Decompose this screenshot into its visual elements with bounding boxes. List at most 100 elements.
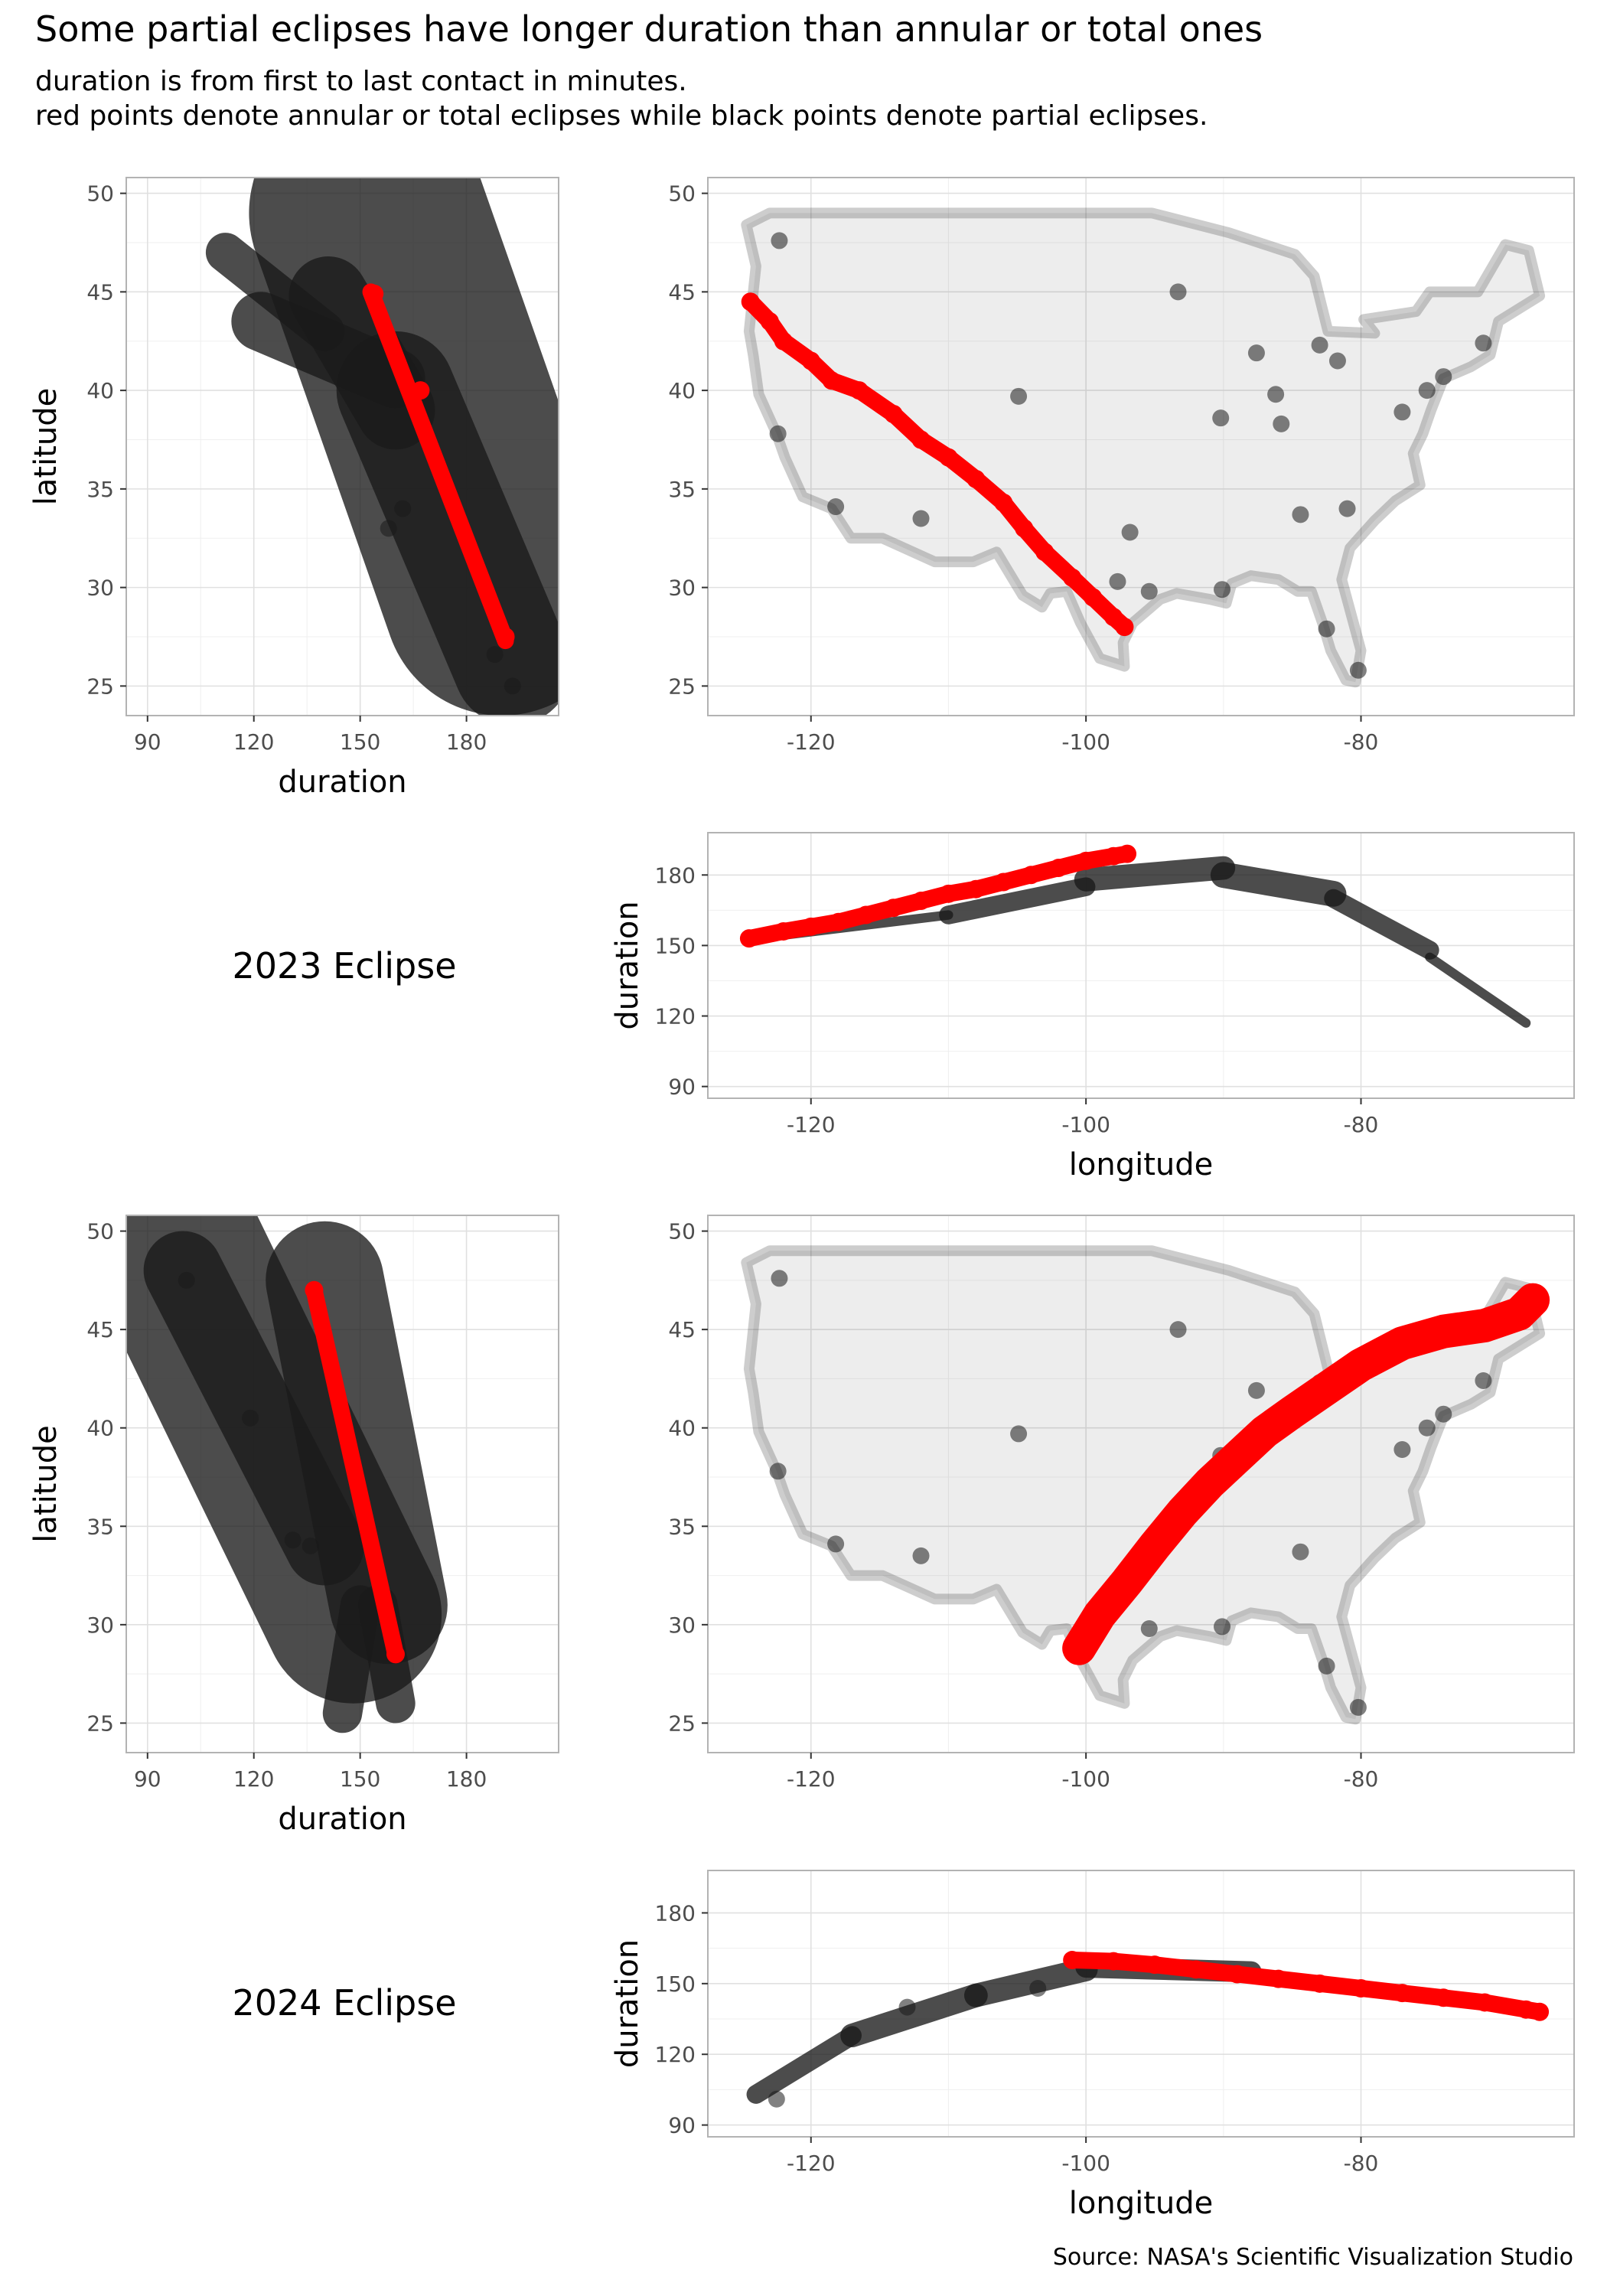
data-point xyxy=(1214,581,1231,598)
point-band xyxy=(840,1983,988,2047)
data-point xyxy=(1267,386,1285,403)
x-tick-label: 120 xyxy=(233,729,274,755)
data-point xyxy=(1393,1984,1412,2003)
y-tick-label: 30 xyxy=(86,1613,114,1638)
x-tick-label: -80 xyxy=(1344,729,1379,755)
data-point xyxy=(1115,618,1134,637)
data-point xyxy=(884,899,903,918)
data-point xyxy=(284,1531,302,1549)
point-band xyxy=(322,1585,380,1733)
data-point xyxy=(380,520,397,537)
data-point xyxy=(768,2090,785,2108)
point-path xyxy=(1064,1952,1549,2020)
data-point xyxy=(1475,1993,1495,2012)
data-point xyxy=(911,430,931,449)
series-annular-or-total xyxy=(362,283,515,650)
data-point xyxy=(966,879,986,899)
data-point xyxy=(411,381,430,400)
data-point xyxy=(1200,1473,1219,1492)
plot-area xyxy=(746,1951,1550,2108)
data-point xyxy=(1029,1979,1047,1997)
data-point xyxy=(769,1463,787,1480)
point-path xyxy=(1062,1283,1550,1665)
data-point xyxy=(1435,368,1452,386)
y-tick-label: 40 xyxy=(86,1416,114,1441)
data-point xyxy=(1214,1618,1231,1636)
data-point xyxy=(1434,1322,1453,1341)
y-tick-label: 120 xyxy=(655,1004,696,1029)
year-label-2024: 2024 Eclipse xyxy=(232,1982,457,2024)
y-tick-label: 90 xyxy=(668,2113,696,2138)
data-point xyxy=(801,351,820,370)
data-point xyxy=(939,884,958,903)
point-band xyxy=(963,1957,1098,2007)
y-tick-label: 150 xyxy=(655,933,696,958)
y-tick-label: 40 xyxy=(668,378,696,403)
series-annular-or-total xyxy=(1062,1283,1550,1665)
data-point xyxy=(1475,1372,1492,1389)
data-point xyxy=(849,381,869,400)
data-point xyxy=(486,646,504,664)
data-point xyxy=(1351,1355,1371,1375)
data-point xyxy=(1172,1503,1191,1522)
data-point xyxy=(966,469,986,488)
data-point xyxy=(1145,1955,1164,1975)
data-point xyxy=(1283,1403,1302,1422)
x-tick-label: 90 xyxy=(134,729,161,755)
data-point xyxy=(386,1645,405,1664)
data-point xyxy=(302,1538,319,1554)
point-band xyxy=(305,1281,404,1663)
data-point xyxy=(1530,2002,1550,2021)
series-annular-or-total xyxy=(739,844,1137,948)
data-point xyxy=(1475,334,1492,352)
data-point xyxy=(822,371,841,390)
x-tick-label: -100 xyxy=(1061,2151,1110,2176)
point-band xyxy=(1074,856,1236,892)
data-point xyxy=(1077,851,1096,870)
data-point xyxy=(1318,620,1335,638)
plot-area xyxy=(739,844,1531,1028)
data-point xyxy=(1145,1537,1164,1555)
data-point xyxy=(771,1270,788,1287)
data-point xyxy=(1010,387,1028,405)
y-tick-label: 35 xyxy=(668,1514,696,1539)
point-band xyxy=(143,1231,364,1586)
point-band xyxy=(746,2026,862,2104)
data-point xyxy=(178,1271,195,1289)
data-point xyxy=(1318,1657,1335,1675)
data-point xyxy=(884,405,903,424)
y-tick-label: 30 xyxy=(668,1613,696,1638)
data-point xyxy=(1118,844,1137,863)
data-point xyxy=(1169,283,1187,301)
x-tick-label: -120 xyxy=(787,2151,836,2176)
data-point xyxy=(771,232,788,249)
year-label-2023: 2023 Eclipse xyxy=(232,945,457,987)
data-point xyxy=(994,872,1013,892)
data-point xyxy=(1227,1965,1247,1984)
data-point xyxy=(1317,1379,1336,1398)
series-annular-or-total xyxy=(1063,1951,1550,2021)
x-tick-label: -80 xyxy=(1344,2151,1379,2176)
data-point xyxy=(1351,1978,1371,1998)
subtitle-line-2: red points denote annular or total eclip… xyxy=(35,100,1208,132)
y-tick-label: 25 xyxy=(668,673,696,699)
data-point xyxy=(1140,582,1158,600)
x-tick-label: -120 xyxy=(787,1766,836,1792)
x-tick-label: -100 xyxy=(1061,1112,1110,1137)
data-point xyxy=(911,892,931,911)
y-tick-label: 25 xyxy=(86,673,114,699)
data-point xyxy=(1393,1334,1412,1353)
data-point xyxy=(1418,382,1436,400)
x-tick-label: 150 xyxy=(340,729,380,755)
data-point xyxy=(827,498,845,516)
y-tick-label: 150 xyxy=(655,1971,696,1997)
panel-border xyxy=(707,1870,1575,2138)
data-point xyxy=(912,510,930,527)
y-tick-label: 35 xyxy=(668,477,696,502)
panel-6: -120 -100 -80 90 120 150 180 longitude duration xyxy=(610,1870,1575,2221)
data-point xyxy=(1212,409,1230,427)
series-partial xyxy=(741,207,1546,688)
panel-border xyxy=(125,177,559,716)
plot-area xyxy=(741,207,1546,688)
data-point xyxy=(1255,1422,1274,1441)
